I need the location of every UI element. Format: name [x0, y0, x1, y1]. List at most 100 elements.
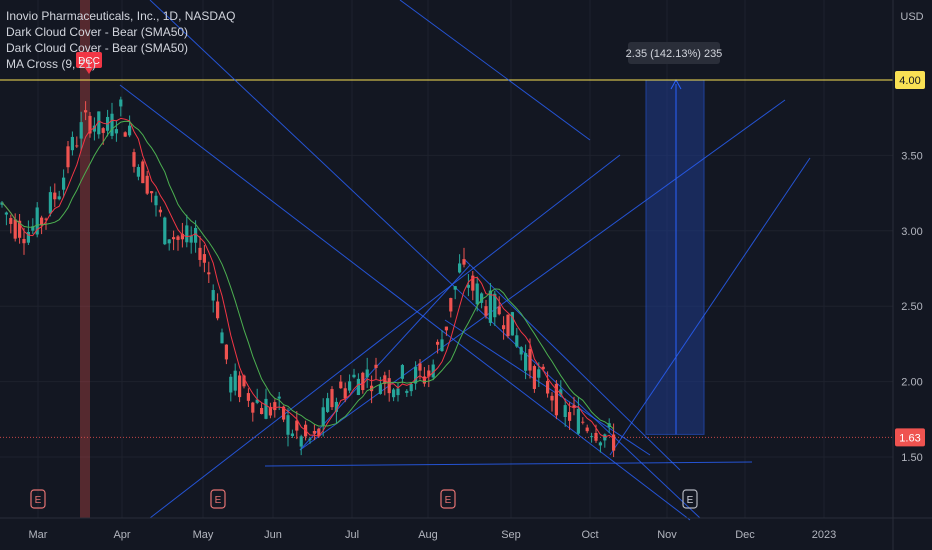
candle-body [590, 436, 594, 438]
candle-body [361, 372, 365, 391]
measure-box[interactable]: 2.35 (142.13%) 235 [626, 42, 723, 435]
candle-body [242, 375, 246, 387]
candle-body [576, 408, 580, 434]
candle-body [352, 374, 356, 378]
candle-body [462, 259, 466, 265]
legend-indicator-3[interactable]: MA Cross (9, 21) [6, 57, 97, 71]
trendlines[interactable] [119, 0, 811, 521]
candle-body [365, 369, 369, 378]
dcc-flag [76, 52, 102, 68]
trendline [464, 259, 681, 471]
candle-body [312, 430, 316, 434]
trendline [399, 0, 591, 141]
trendline [149, 154, 621, 519]
x-tick-label: Dec [735, 529, 755, 541]
y-tick-label: 1.50 [901, 452, 922, 464]
candle-body [22, 239, 26, 244]
earnings-badge [30, 489, 46, 509]
y-tick-label: 2.00 [901, 377, 922, 389]
candle-body [537, 369, 541, 378]
candle-body [334, 401, 338, 412]
candle-body [167, 239, 171, 244]
candle-body [563, 405, 567, 417]
candle-body [471, 275, 475, 291]
candle-body [519, 347, 523, 355]
x-tick-label: Oct [581, 529, 598, 541]
candle-body [568, 412, 572, 421]
candle-body [18, 220, 22, 238]
candle-body [282, 406, 286, 420]
candle-body [418, 363, 422, 371]
legend-indicator-1[interactable]: Dark Cloud Cover - Bear (SMA50) [6, 25, 189, 39]
candle-body [387, 378, 391, 394]
candle-body [260, 407, 264, 415]
candle-body [229, 376, 233, 393]
candle-body [378, 384, 382, 394]
x-tick-label: 2023 [812, 529, 836, 541]
candle-body [62, 177, 66, 190]
last-price-tag [895, 428, 925, 447]
earnings-badge-label: E [215, 495, 222, 506]
legend-indicator-2[interactable]: Dark Cloud Cover - Bear (SMA50) [6, 41, 189, 55]
candle-body [506, 314, 510, 337]
candle-body [502, 325, 506, 330]
candle-body [400, 365, 404, 379]
trendline [299, 99, 786, 451]
candle-body [172, 237, 176, 240]
horizontal-lines[interactable] [0, 79, 893, 438]
candle-body [326, 398, 330, 412]
earnings-badge-label: E [35, 495, 42, 506]
legend: Inovio Pharmaceuticals, Inc., 1D, NASDAQ… [6, 8, 235, 72]
candle-body [70, 136, 74, 151]
candle-body [330, 389, 334, 408]
earnings-badge-label: E [687, 495, 694, 506]
candle-body [163, 217, 167, 245]
candle-body [224, 344, 228, 360]
x-tick-label: Aug [418, 529, 438, 541]
dcc-highlight [80, 0, 90, 518]
candle-body [559, 389, 563, 395]
candle-body [194, 227, 198, 243]
legend-title[interactable]: Inovio Pharmaceuticals, Inc., 1D, NASDAQ [6, 9, 236, 23]
candle-body [612, 434, 616, 451]
candle-body [308, 438, 312, 440]
candle-body [317, 428, 321, 437]
candle-body [48, 192, 52, 214]
candle-body [251, 402, 255, 413]
candle-body [510, 312, 514, 336]
candle-body [176, 236, 180, 240]
candle-body [75, 145, 79, 147]
candle-body [246, 393, 250, 401]
candle-body [79, 122, 83, 139]
candle-body [136, 167, 140, 177]
candle-body [26, 231, 30, 243]
candle-body [396, 388, 400, 396]
candle-body [532, 366, 536, 389]
candle-body [145, 175, 149, 194]
x-tick-label: Mar [29, 529, 48, 541]
candle-body [427, 370, 431, 377]
grid [0, 0, 893, 518]
candle-body [189, 235, 193, 243]
last-price-tag-label: 1.63 [899, 432, 920, 444]
measure-label-bg [628, 42, 720, 64]
candle-body [541, 366, 545, 370]
currency-label: USD [900, 11, 923, 23]
y-tick-label: 3.00 [901, 226, 922, 238]
earnings-badge-label: E [445, 495, 452, 506]
candle-body [356, 378, 360, 396]
candle-body [110, 113, 114, 136]
candle-body [484, 306, 488, 316]
markers: DCC E E E E [30, 52, 698, 509]
candle-body [53, 192, 57, 200]
candle-body [31, 226, 35, 231]
candle-body [299, 436, 303, 447]
candle-body [286, 415, 290, 435]
candle-body [475, 283, 479, 305]
candle-body [572, 405, 576, 409]
candle-body [348, 381, 352, 391]
candle-body [405, 390, 409, 393]
candle-body [449, 298, 453, 312]
